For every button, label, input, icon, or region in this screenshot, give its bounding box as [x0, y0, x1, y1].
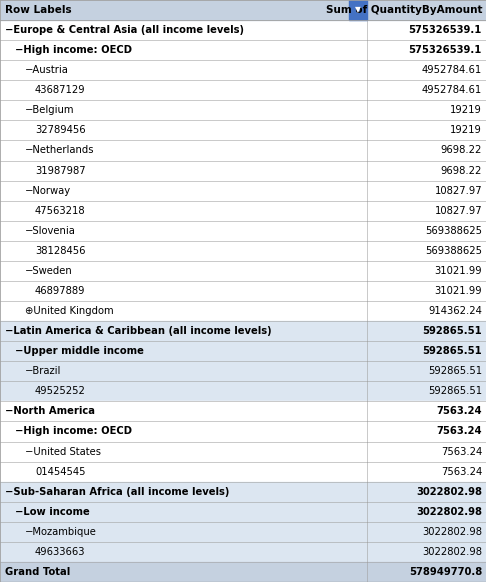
Text: −United States: −United States: [25, 446, 101, 456]
Text: 01454545: 01454545: [35, 467, 86, 477]
Text: 43687129: 43687129: [35, 85, 86, 95]
Text: 38128456: 38128456: [35, 246, 86, 256]
Text: 592865.51: 592865.51: [422, 326, 482, 336]
Text: 575326539.1: 575326539.1: [409, 25, 482, 35]
Bar: [349, 0, 367, 20]
Bar: [0, 542, 486, 562]
Bar: [0, 140, 486, 161]
Text: 592865.51: 592865.51: [428, 386, 482, 396]
Text: 31021.99: 31021.99: [434, 266, 482, 276]
Bar: [0, 120, 486, 140]
Text: Row Labels: Row Labels: [5, 5, 71, 15]
Text: 31021.99: 31021.99: [434, 286, 482, 296]
Text: 47563218: 47563218: [35, 205, 86, 216]
Text: Sum of QuantityByAmount: Sum of QuantityByAmount: [326, 5, 482, 15]
Text: −Austria: −Austria: [25, 65, 69, 75]
Text: −Netherlands: −Netherlands: [25, 146, 94, 155]
Bar: [0, 281, 486, 301]
Text: 569388625: 569388625: [425, 226, 482, 236]
Text: 49633663: 49633663: [35, 547, 86, 557]
Text: −Mozambique: −Mozambique: [25, 527, 97, 537]
Text: 575326539.1: 575326539.1: [409, 45, 482, 55]
Bar: [0, 20, 486, 40]
Text: 9698.22: 9698.22: [441, 146, 482, 155]
Text: 7563.24: 7563.24: [436, 406, 482, 416]
Text: 31987987: 31987987: [35, 165, 86, 176]
Bar: [0, 502, 486, 522]
Bar: [0, 562, 486, 582]
Text: 19219: 19219: [450, 105, 482, 115]
Bar: [0, 341, 486, 361]
Bar: [0, 80, 486, 100]
Text: 49525252: 49525252: [35, 386, 86, 396]
Bar: [0, 100, 486, 120]
Text: Grand Total: Grand Total: [5, 567, 70, 577]
Text: −High income: OECD: −High income: OECD: [15, 45, 132, 55]
Text: −Slovenia: −Slovenia: [25, 226, 76, 236]
Bar: [0, 522, 486, 542]
Bar: [0, 261, 486, 281]
Bar: [0, 201, 486, 221]
Bar: [0, 301, 486, 321]
Text: 3022802.98: 3022802.98: [422, 527, 482, 537]
Bar: [0, 161, 486, 180]
Text: 32789456: 32789456: [35, 125, 86, 136]
Text: 46897889: 46897889: [35, 286, 86, 296]
Text: 10827.97: 10827.97: [434, 205, 482, 216]
Text: 7563.24: 7563.24: [441, 446, 482, 456]
Text: −Sweden: −Sweden: [25, 266, 73, 276]
Bar: [0, 321, 486, 341]
Bar: [0, 462, 486, 482]
Text: 7563.24: 7563.24: [441, 467, 482, 477]
Bar: [0, 442, 486, 462]
Text: 9698.22: 9698.22: [441, 165, 482, 176]
Bar: [0, 0, 486, 20]
Bar: [0, 60, 486, 80]
Text: 4952784.61: 4952784.61: [422, 65, 482, 75]
Text: 914362.24: 914362.24: [428, 306, 482, 316]
Bar: [0, 40, 486, 60]
Text: 578949770.8: 578949770.8: [409, 567, 482, 577]
Text: ⊕United Kingdom: ⊕United Kingdom: [25, 306, 114, 316]
Bar: [0, 402, 486, 421]
Text: 19219: 19219: [450, 125, 482, 136]
Text: −Upper middle income: −Upper middle income: [15, 346, 144, 356]
Text: 592865.51: 592865.51: [422, 346, 482, 356]
Text: −Europe & Central Asia (all income levels): −Europe & Central Asia (all income level…: [5, 25, 244, 35]
Text: 10827.97: 10827.97: [434, 186, 482, 196]
Text: −Low income: −Low income: [15, 507, 90, 517]
Text: 4952784.61: 4952784.61: [422, 85, 482, 95]
Text: 592865.51: 592865.51: [428, 366, 482, 376]
Text: −Sub-Saharan Africa (all income levels): −Sub-Saharan Africa (all income levels): [5, 487, 229, 496]
Bar: [0, 381, 486, 402]
Text: −Belgium: −Belgium: [25, 105, 74, 115]
Text: −Latin America & Caribbean (all income levels): −Latin America & Caribbean (all income l…: [5, 326, 272, 336]
Text: 3022802.98: 3022802.98: [416, 487, 482, 496]
Bar: [0, 241, 486, 261]
Text: 7563.24: 7563.24: [436, 427, 482, 436]
Text: −Norway: −Norway: [25, 186, 71, 196]
Bar: [0, 180, 486, 201]
Text: 3022802.98: 3022802.98: [422, 547, 482, 557]
Text: −North America: −North America: [5, 406, 95, 416]
Text: ▼: ▼: [355, 5, 361, 15]
Text: −High income: OECD: −High income: OECD: [15, 427, 132, 436]
Bar: [0, 361, 486, 381]
Bar: [0, 482, 486, 502]
Text: 3022802.98: 3022802.98: [416, 507, 482, 517]
Bar: [0, 421, 486, 442]
Text: 569388625: 569388625: [425, 246, 482, 256]
Text: −Brazil: −Brazil: [25, 366, 61, 376]
Bar: [0, 221, 486, 241]
